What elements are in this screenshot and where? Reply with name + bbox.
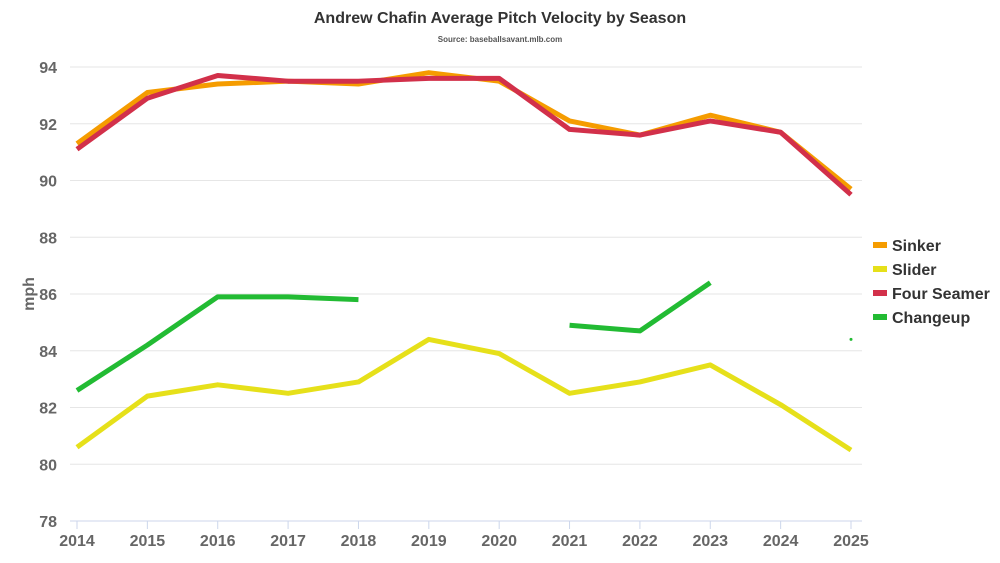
y-tick-label: 82 <box>39 401 57 418</box>
y-tick-label: 80 <box>39 457 57 474</box>
legend-item-sinker[interactable]: Sinker <box>892 238 941 255</box>
y-tick-label: 94 <box>39 60 57 77</box>
y-tick-label: 88 <box>39 230 57 247</box>
changeup-line <box>75 294 359 393</box>
x-tick-label: 2018 <box>341 533 377 550</box>
four-seamer-line <box>75 73 853 197</box>
x-tick-label: 2021 <box>552 533 588 550</box>
y-tick-label: 78 <box>39 514 57 531</box>
x-tick-label: 2023 <box>692 533 728 550</box>
x-tick-label: 2019 <box>411 533 447 550</box>
x-tick-label: 2017 <box>270 533 306 550</box>
y-axis-label: mph <box>21 277 38 311</box>
x-tick-label: 2020 <box>481 533 517 550</box>
legend-item-slider[interactable]: Slider <box>892 262 936 279</box>
x-tick-label: 2016 <box>200 533 236 550</box>
x-tick-label: 2025 <box>833 533 869 550</box>
y-tick-label: 86 <box>39 287 57 304</box>
slider-line <box>75 336 853 453</box>
legend-swatch-sinker <box>873 242 887 248</box>
legend-item-changeup[interactable]: Changeup <box>892 310 970 327</box>
chart-subtitle: Source: baseballsavant.mlb.com <box>438 35 563 44</box>
sinker-line <box>75 70 853 191</box>
x-tick-label: 2015 <box>130 533 166 550</box>
changeup-point <box>849 337 853 341</box>
legend-item-four-seamer[interactable]: Four Seamer <box>892 286 990 303</box>
x-tick-label: 2014 <box>59 533 95 550</box>
x-tick-label: 2024 <box>763 533 799 550</box>
chart-title: Andrew Chafin Average Pitch Velocity by … <box>314 10 686 27</box>
y-tick-label: 92 <box>39 117 57 134</box>
x-tick-label: 2022 <box>622 533 658 550</box>
y-tick-label: 90 <box>39 174 57 191</box>
legend-swatch-four-seamer <box>873 290 887 296</box>
legend-swatch-changeup <box>873 314 887 320</box>
legend-swatch-slider <box>873 266 887 272</box>
y-tick-label: 84 <box>39 344 57 361</box>
changeup-line <box>569 280 712 334</box>
